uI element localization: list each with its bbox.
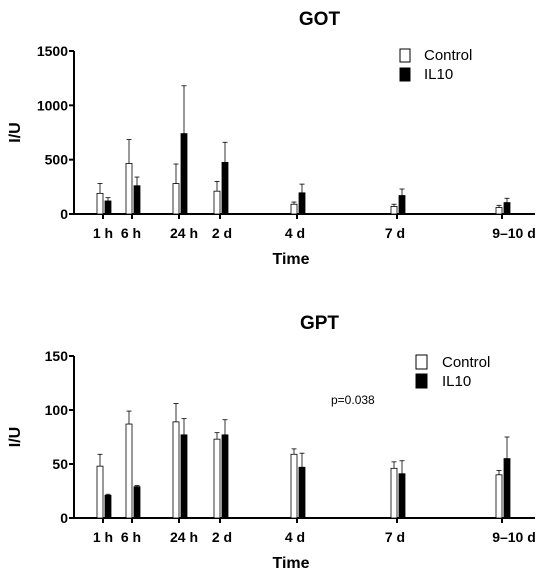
y-tick-label: 1500 [37, 43, 68, 59]
legend-label-control: Control [442, 354, 490, 371]
bar-il10 [503, 202, 511, 215]
x-tick-label: 6 h [121, 529, 141, 545]
y-tick-label: 0 [60, 206, 68, 222]
x-axis-title: Time [272, 555, 309, 572]
x-tick-label: 4 d [285, 225, 305, 241]
bar-il10 [221, 434, 229, 519]
bar-control [125, 423, 133, 519]
legend-swatch-control [399, 48, 411, 63]
x-tick-label: 7 d [385, 529, 405, 545]
legend-label-il10: IL10 [424, 66, 453, 83]
bar-il10 [104, 200, 112, 215]
legend-label-control: Control [424, 47, 472, 64]
chart-gpt: GPT 0 50 100 150 I/U 1 h 6 h 24 h 2 d 4 d 7 d 9–10 d… [7, 313, 536, 572]
x-tick-label: 9–10 d [492, 529, 536, 545]
bar-control [495, 474, 503, 519]
x-tick-label: 9–10 d [492, 225, 536, 241]
bar-control [125, 163, 133, 215]
y-tick-label: 150 [45, 348, 69, 364]
bar-control [172, 421, 180, 519]
bar-control [213, 190, 221, 215]
y-axis-title: I/U [7, 427, 24, 447]
bar-il10 [298, 192, 306, 215]
chart-title: GOT [299, 9, 341, 30]
y-tick-label: 100 [45, 402, 69, 418]
bar-il10 [398, 195, 406, 215]
bar-il10 [398, 473, 406, 519]
x-tick-label: 24 h [170, 225, 198, 241]
x-tick-label: 24 h [170, 529, 198, 545]
bar-control [495, 207, 503, 215]
chart-title: GPT [300, 313, 339, 334]
bar-control [290, 453, 298, 519]
y-tick-label: 1000 [37, 97, 68, 113]
bar-il10 [503, 458, 511, 519]
chart-got: GOT 0 500 1000 1500 I/U 1 h 6 h 24 h 2 d 4 d 7 d 9–1… [7, 9, 536, 268]
x-tick-label: 2 d [212, 225, 232, 241]
x-tick-label: 1 h [93, 529, 113, 545]
bar-il10 [104, 494, 112, 519]
bar-il10 [180, 434, 188, 519]
y-tick-label: 50 [52, 456, 68, 472]
bar-control [96, 465, 104, 519]
bar-control [390, 205, 398, 215]
bar-control [290, 203, 298, 215]
x-tick-label: 2 d [212, 529, 232, 545]
y-axis-title: I/U [7, 122, 24, 142]
bar-il10 [298, 466, 306, 519]
p-value-annotation: p=0.038 [331, 393, 375, 407]
legend-swatch-il10 [415, 373, 428, 389]
x-axis-title: Time [272, 251, 309, 268]
y-tick-label: 500 [45, 152, 69, 168]
bar-control [172, 183, 180, 215]
bar-il10 [221, 161, 229, 215]
x-tick-label: 6 h [121, 225, 141, 241]
bar-il10 [133, 185, 141, 215]
bar-control [213, 438, 221, 519]
bar-il10 [180, 133, 188, 215]
bar-control [96, 192, 104, 215]
bar-control [390, 467, 398, 519]
x-tick-label: 4 d [285, 529, 305, 545]
x-tick-label: 7 d [385, 225, 405, 241]
legend-swatch-control [415, 354, 428, 370]
bar-il10 [133, 486, 141, 519]
legend-swatch-il10 [399, 67, 411, 82]
y-tick-label: 0 [60, 510, 68, 526]
legend-label-il10: IL10 [442, 373, 471, 390]
x-tick-label: 1 h [93, 225, 113, 241]
